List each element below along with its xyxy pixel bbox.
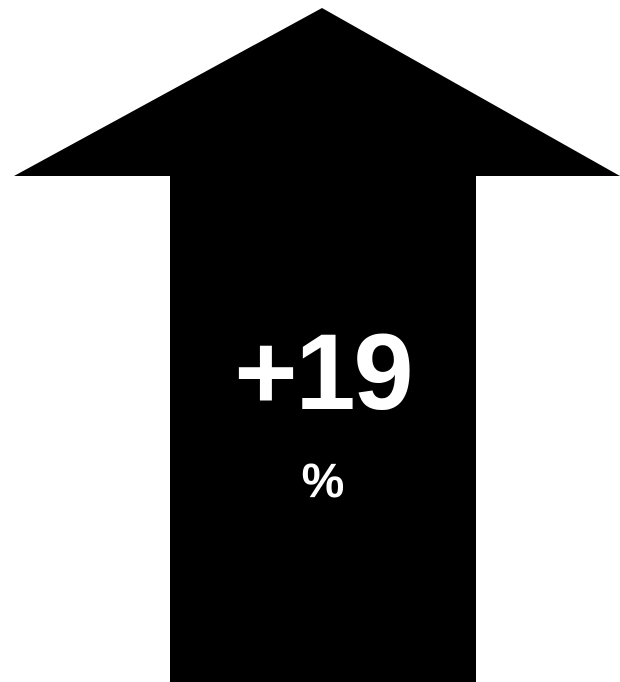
arrow-shape: [14, 8, 620, 682]
change-value: +19: [234, 311, 413, 432]
change-unit: %: [301, 455, 345, 508]
